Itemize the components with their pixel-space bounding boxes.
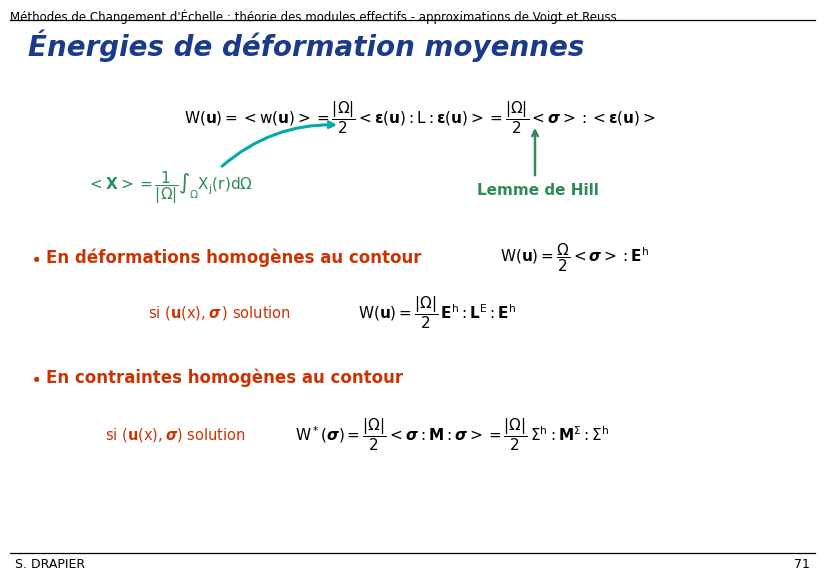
Text: $\mathrm{W(}\mathbf{u}\mathrm{)} = \dfrac{\Omega}{2} <\boldsymbol{\sigma}> : \ma: $\mathrm{W(}\mathbf{u}\mathrm{)} = \dfra… (500, 242, 649, 274)
Text: Méthodes de Changement d'Échelle : théorie des modules effectifs - approximation: Méthodes de Changement d'Échelle : théor… (10, 10, 617, 25)
Text: $\mathrm{W(}\mathbf{u}\mathrm{)} = <\mathrm{w(}\mathbf{u}\mathrm{)>} = \dfrac{|\: $\mathrm{W(}\mathbf{u}\mathrm{)} = <\mat… (184, 99, 656, 136)
Text: $<\mathbf{X}> = \dfrac{1}{|\Omega|}\int_{\Omega} \mathrm{X_j(r)d\Omega}$: $<\mathbf{X}> = \dfrac{1}{|\Omega|}\int_… (87, 170, 253, 207)
Text: $\mathrm{W(}\mathbf{u}\mathrm{)} = \dfrac{|\Omega|}{2}\, \mathbf{E}^\mathrm{h} :: $\mathrm{W(}\mathbf{u}\mathrm{)} = \dfra… (358, 295, 516, 331)
Text: Énergies de déformation moyennes: Énergies de déformation moyennes (28, 30, 584, 63)
Text: En contraintes homogènes au contour: En contraintes homogènes au contour (46, 369, 403, 387)
Text: En déformations homogènes au contour: En déformations homogènes au contour (46, 249, 422, 267)
Text: 71: 71 (794, 559, 810, 572)
Text: $\bullet$: $\bullet$ (30, 249, 40, 267)
Text: S. DRAPIER: S. DRAPIER (15, 559, 85, 572)
Text: Lemme de Hill: Lemme de Hill (477, 183, 599, 198)
Text: si $(\mathbf{u}(\mathrm{x}), \boldsymbol{\sigma})$ solution: si $(\mathbf{u}(\mathrm{x}), \boldsymbol… (105, 426, 246, 444)
Text: si $(\mathbf{u}(\mathrm{x}), \boldsymbol{\sigma}\,)$ solution: si $(\mathbf{u}(\mathrm{x}), \boldsymbol… (148, 304, 291, 322)
Text: $\bullet$: $\bullet$ (30, 369, 40, 387)
Text: $\mathrm{W^*(}\boldsymbol{\sigma}\mathrm{)} = \dfrac{|\Omega|}{2} <\boldsymbol{\: $\mathrm{W^*(}\boldsymbol{\sigma}\mathrm… (295, 417, 610, 453)
